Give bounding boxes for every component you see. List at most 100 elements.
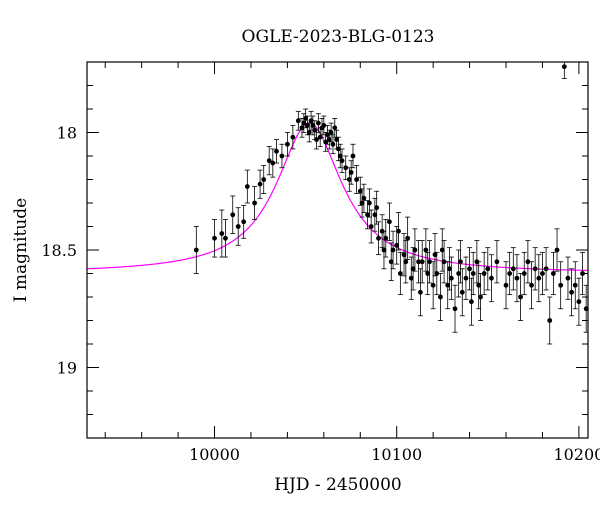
data-marker (308, 118, 314, 124)
data-marker (432, 252, 438, 258)
data-point (372, 197, 378, 232)
data-marker (481, 271, 487, 276)
data-marker (469, 299, 474, 305)
data-point (488, 254, 494, 303)
data-point (266, 146, 272, 176)
data-marker (543, 266, 549, 272)
data-marker (419, 259, 425, 265)
data-marker (339, 158, 345, 164)
data-point (310, 115, 316, 136)
data-point (532, 247, 538, 291)
data-point (539, 251, 545, 296)
data-point (252, 186, 258, 220)
data-marker (554, 247, 560, 253)
data-point (432, 233, 438, 277)
data-marker (561, 64, 567, 70)
data-marker (540, 271, 545, 276)
data-marker (514, 275, 520, 281)
data-point (357, 176, 363, 206)
data-marker (476, 282, 482, 288)
data-marker (266, 158, 272, 164)
data-marker (223, 235, 228, 241)
data-point (565, 256, 571, 300)
data-point (536, 254, 542, 303)
data-point (332, 118, 338, 138)
data-marker (252, 200, 258, 206)
data-marker (285, 141, 290, 147)
data-marker (529, 282, 534, 288)
x-tick-label: 10100 (371, 445, 422, 464)
data-marker (396, 228, 401, 234)
data-point (343, 155, 349, 180)
data-point (324, 125, 330, 145)
data-marker (261, 177, 267, 182)
data-point (468, 277, 474, 326)
data-point (348, 160, 354, 185)
data-point (572, 261, 578, 310)
data-point (374, 190, 380, 225)
data-marker (478, 294, 483, 300)
data-marker (372, 212, 378, 218)
data-point (521, 251, 527, 296)
data-marker (388, 259, 394, 265)
data-marker (558, 282, 564, 288)
data-marker (376, 235, 381, 241)
data-marker (343, 165, 349, 171)
data-point (244, 169, 250, 204)
plot-frame (86, 61, 589, 439)
data-marker (532, 266, 538, 272)
data-point (368, 209, 374, 244)
data-point (354, 164, 360, 195)
data-marker (489, 275, 494, 281)
data-marker (427, 259, 432, 265)
data-point (485, 247, 491, 291)
data-marker (295, 118, 301, 124)
data-marker (235, 224, 241, 229)
y-tick-label: 18 (57, 124, 77, 143)
data-marker (536, 275, 542, 281)
data-point (463, 256, 469, 300)
data-point (396, 211, 402, 251)
data-marker (521, 271, 527, 276)
data-marker (423, 247, 429, 253)
data-point (397, 251, 403, 296)
data-marker (456, 271, 462, 276)
data-point (350, 143, 356, 169)
data-marker (434, 271, 440, 276)
data-marker (430, 282, 436, 288)
data-marker (212, 235, 217, 241)
data-point (569, 268, 575, 317)
data-marker (346, 177, 352, 182)
data-point (328, 122, 334, 143)
data-point (193, 226, 199, 274)
data-marker (470, 271, 476, 276)
data-marker (303, 116, 309, 121)
data-marker (576, 299, 582, 305)
data-marker (270, 160, 276, 166)
data-marker (368, 224, 374, 229)
data-marker (323, 139, 329, 145)
data-marker (510, 266, 516, 272)
data-marker (441, 259, 447, 265)
data-marker (306, 130, 312, 135)
data-marker (394, 242, 400, 248)
data-marker (330, 141, 336, 147)
y-tick-label: 19 (57, 359, 77, 378)
data-marker (193, 247, 199, 253)
plot-contents (87, 62, 588, 345)
data-point (437, 273, 443, 321)
data-marker (438, 294, 443, 300)
data-marker (301, 120, 307, 126)
data-point (459, 268, 465, 317)
data-point (419, 240, 425, 284)
data-point (375, 221, 381, 256)
x-tick-label: 10000 (189, 445, 240, 464)
data-marker (458, 259, 463, 265)
data-point (476, 261, 482, 310)
data-marker (467, 266, 472, 272)
data-point (427, 240, 433, 284)
data-point (441, 240, 447, 284)
data-point (423, 228, 429, 272)
data-marker (390, 247, 396, 253)
data-marker (381, 247, 387, 253)
